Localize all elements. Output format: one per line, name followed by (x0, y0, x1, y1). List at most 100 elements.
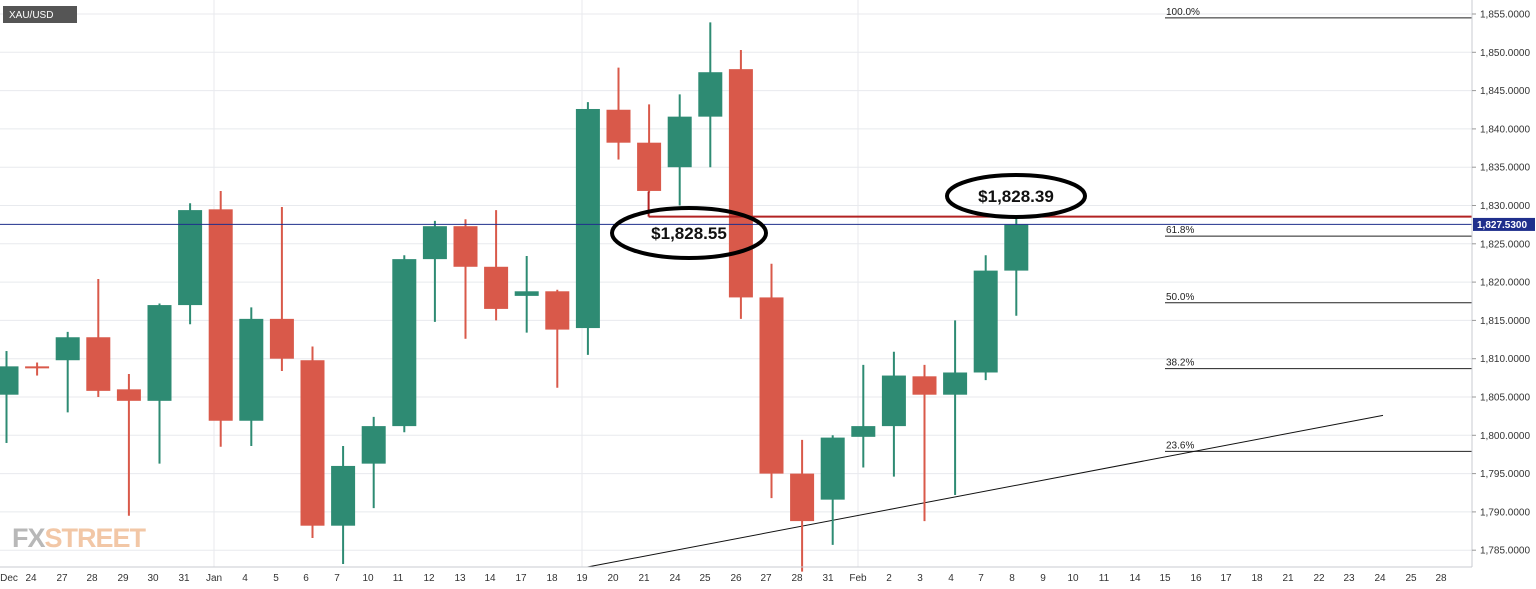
x-tick-label: 19 (576, 573, 588, 584)
candle-body (300, 360, 325, 526)
y-axis: 1,785.0000 1,790.0000 1,795.0000 1,800.0000… (1472, 10, 1530, 557)
x-tick-label: 14 (484, 573, 496, 584)
candle-body (0, 366, 19, 395)
x-tick-label: 20 (607, 573, 619, 584)
x-tick-label: 10 (362, 573, 374, 584)
x-tick-label: 18 (546, 573, 558, 584)
candle-body (514, 291, 539, 296)
candle-body (820, 437, 845, 500)
y-tick-label: 1,840.0000 (1480, 124, 1530, 135)
x-tick-label: 2 (886, 573, 892, 584)
x-tick-label: 4 (948, 573, 954, 584)
x-tick-label: 26 (730, 573, 742, 584)
symbol-badge: XAU/USD (3, 6, 77, 23)
x-tick-label: Jan (206, 573, 222, 584)
y-tick-label: 1,805.0000 (1480, 393, 1530, 404)
x-tick-label: 24 (669, 573, 681, 584)
candle-body (943, 372, 968, 395)
candle-body (147, 305, 172, 401)
x-tick-label: 23 (1343, 573, 1355, 584)
candle (851, 364, 876, 468)
x-tick-label: 22 (1313, 573, 1325, 584)
x-tick-label: 5 (273, 573, 279, 584)
y-tick-label: 1,830.0000 (1480, 201, 1530, 212)
candle (361, 416, 386, 509)
fib-level-label: 61.8% (1166, 225, 1194, 236)
candle (514, 256, 539, 333)
current-price-tag-box (1473, 217, 1535, 231)
candle (759, 263, 784, 499)
candle-body (759, 297, 784, 474)
fib-level-label: 100.0% (1166, 7, 1200, 18)
x-tick-label: 27 (56, 573, 68, 584)
candle (392, 255, 417, 433)
y-tick-label: 1,790.0000 (1480, 507, 1530, 518)
x-tick-label: 21 (1282, 573, 1294, 584)
candle-body (545, 291, 570, 330)
candle-body (973, 270, 998, 373)
candle-body (86, 337, 111, 391)
candle-body (728, 69, 753, 298)
x-tick-label: 24 (1374, 573, 1386, 584)
trendline-layer (587, 414, 1384, 568)
x-tick-label: 21 (638, 573, 650, 584)
fib-level-label: 38.2% (1166, 358, 1194, 369)
logo-street: STREET (45, 523, 147, 553)
x-tick-label: 27 (760, 573, 772, 584)
candle-body (453, 226, 478, 267)
candle (269, 207, 294, 371)
x-tick-label: 3 (917, 573, 923, 584)
svg-text:FXSTREET: FXSTREET (12, 523, 147, 553)
candle-body (25, 366, 50, 369)
y-tick-label: 1,810.0000 (1480, 354, 1530, 365)
candle (208, 190, 233, 447)
candle-body (361, 426, 386, 464)
candle (637, 104, 662, 193)
candle (147, 303, 172, 464)
x-tick-label: 31 (178, 573, 190, 584)
callout-price-label: $1,828.39 (978, 187, 1054, 206)
candle-body (178, 210, 203, 306)
candle (86, 279, 111, 397)
candle (667, 94, 692, 206)
x-tick-label: 6 (303, 573, 309, 584)
y-tick-label: 1,850.0000 (1480, 48, 1530, 59)
price-callout: $1,828.55 (610, 206, 768, 260)
x-tick-label: 4 (242, 573, 248, 584)
candle-body (269, 318, 294, 359)
candle (25, 362, 50, 376)
x-tick-label: 16 (1190, 573, 1202, 584)
candle-body (392, 259, 417, 427)
x-tick-label: 10 (1067, 573, 1079, 584)
candle (178, 203, 203, 325)
candle (575, 102, 600, 355)
x-tick-label: 15 (1159, 573, 1171, 584)
x-tick-label: 17 (515, 573, 527, 584)
candle (820, 435, 845, 545)
candle (728, 50, 753, 319)
candle-body (239, 318, 264, 421)
candle (484, 210, 509, 321)
candle-body (331, 465, 356, 526)
x-tick-label: Dec (0, 573, 18, 584)
candle-body (606, 109, 631, 143)
candle-body (637, 142, 662, 191)
current-price-label: 1,827.5300 (1477, 220, 1527, 231)
logo-fx: FX (12, 523, 45, 553)
candle (881, 351, 906, 477)
x-tick-label: 14 (1129, 573, 1141, 584)
callout-ellipse (945, 173, 1087, 219)
x-tick-label: 11 (1099, 573, 1110, 584)
x-tick-label: 7 (978, 573, 984, 584)
candle-body (881, 375, 906, 427)
fib-level-label: 23.6% (1166, 440, 1194, 451)
candle-body (1004, 224, 1029, 271)
candle-body (667, 116, 692, 168)
candle-body (116, 389, 141, 401)
candle (55, 331, 80, 413)
callout-price-label: $1,828.55 (651, 224, 727, 243)
candle (453, 219, 478, 339)
candle (0, 351, 19, 443)
